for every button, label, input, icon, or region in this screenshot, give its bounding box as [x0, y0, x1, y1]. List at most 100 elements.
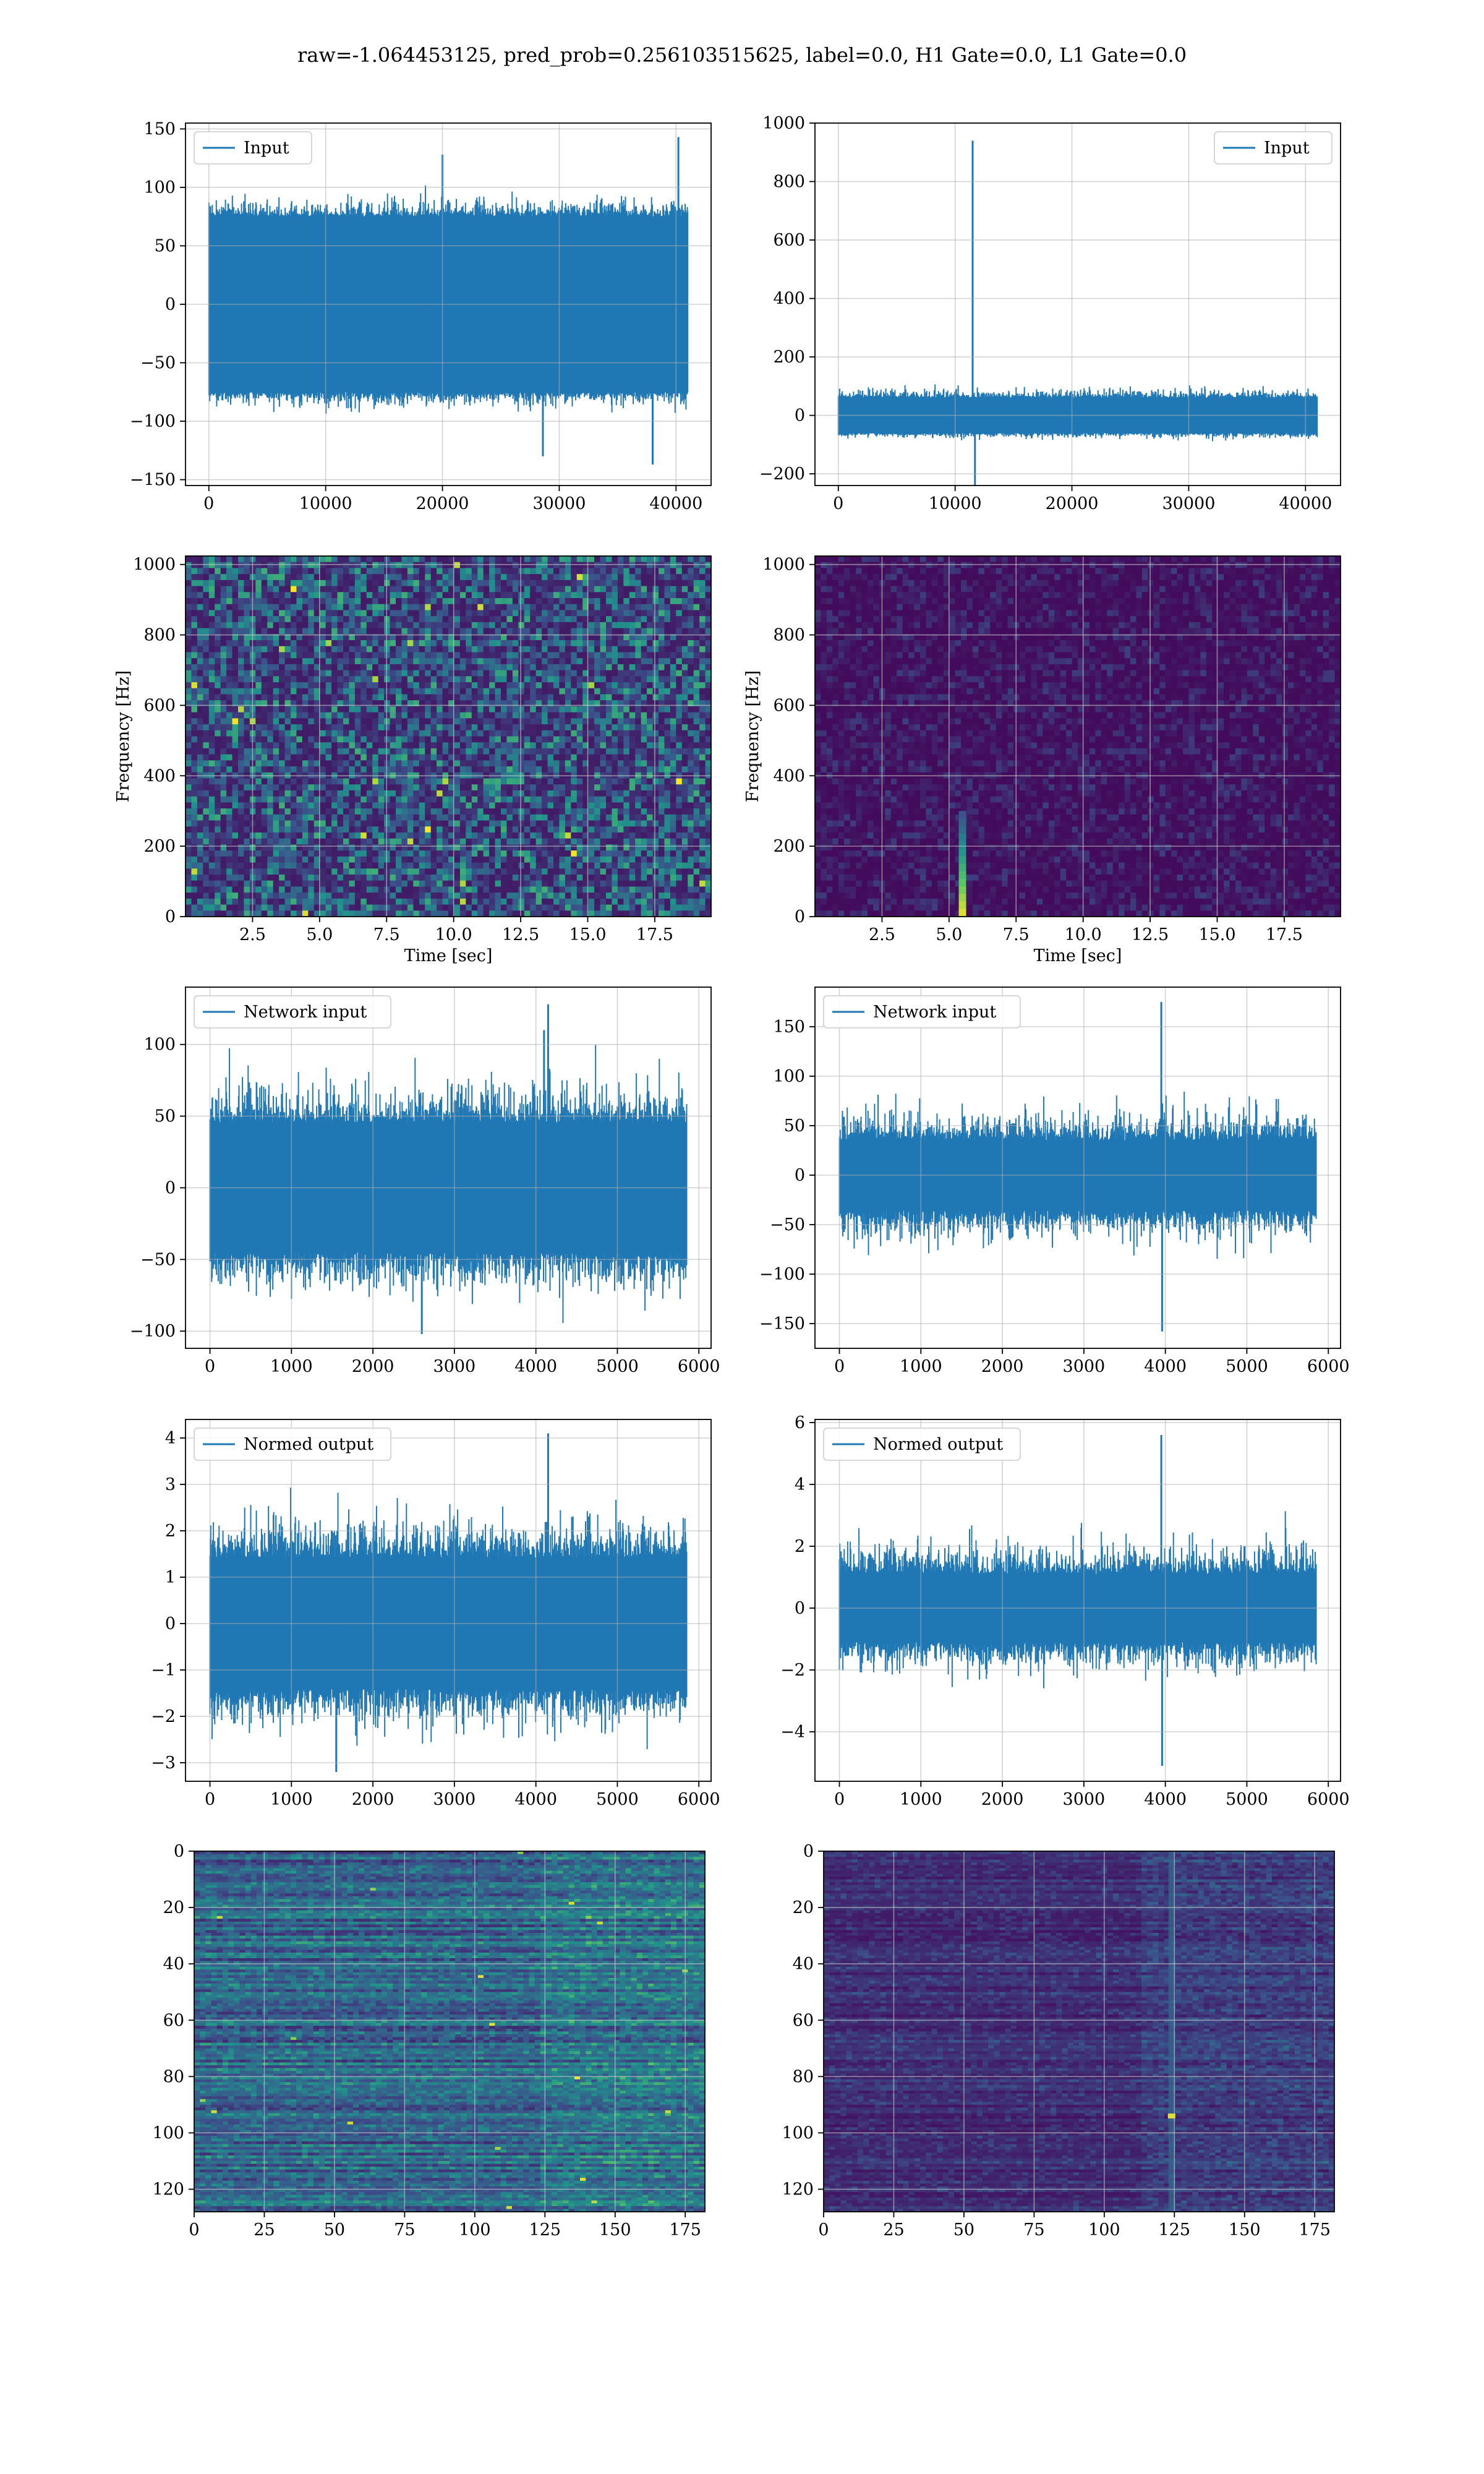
- heatmap-cell: [284, 586, 291, 593]
- heatmap-cell: [390, 562, 396, 569]
- heatmap-cell: [284, 832, 291, 839]
- heatmap-cell: [284, 640, 291, 647]
- heatmap-cell: [197, 718, 203, 725]
- heatmap-cell: [483, 592, 490, 599]
- heatmap-cell: [255, 682, 262, 689]
- heatmap-cell: [238, 556, 245, 563]
- heatmap-cell: [396, 628, 403, 635]
- heatmap-cell: [378, 736, 385, 743]
- heatmap-cell: [343, 676, 350, 683]
- heatmap-cell: [215, 862, 221, 869]
- heatmap-cell: [559, 610, 566, 617]
- heatmap-cell: [547, 742, 554, 749]
- heatmap-cell: [430, 874, 437, 881]
- heatmap-cell: [360, 574, 367, 581]
- heatmap-cell: [606, 682, 613, 689]
- heatmap-cell: [571, 658, 578, 665]
- heatmap-cell: [349, 694, 356, 701]
- heatmap-cell: [647, 826, 654, 833]
- heatmap-cell: [629, 592, 636, 599]
- heatmap-cell: [524, 856, 531, 863]
- heatmap-cell: [676, 754, 683, 761]
- heatmap-cell: [623, 808, 630, 815]
- heatmap-cell: [512, 760, 519, 767]
- heatmap-cell: [419, 688, 425, 695]
- heatmap-cell: [495, 724, 501, 731]
- heatmap-cell: [576, 598, 583, 605]
- heatmap-cell: [437, 742, 443, 749]
- heatmap-cell: [606, 694, 613, 701]
- heatmap-cell: [606, 760, 613, 767]
- heatmap-cell: [267, 604, 274, 611]
- heatmap-cell: [553, 586, 560, 593]
- heatmap-cell: [571, 664, 578, 671]
- heatmap-cell: [547, 718, 554, 725]
- heatmap-cell: [495, 850, 501, 857]
- heatmap-cell: [576, 814, 583, 821]
- heatmap-cell: [535, 604, 542, 611]
- heatmap-cell: [244, 880, 250, 888]
- heatmap-cell: [542, 856, 548, 863]
- heatmap-cell: [220, 574, 227, 581]
- heatmap-cell: [699, 646, 706, 653]
- heatmap-cell: [518, 874, 525, 881]
- heatmap-cell: [413, 796, 420, 803]
- heatmap-cell: [203, 634, 210, 641]
- heatmap-cell: [296, 784, 303, 791]
- heatmap-cell: [413, 694, 420, 701]
- heatmap-cell: [325, 826, 332, 833]
- heatmap-cell: [384, 790, 391, 797]
- heatmap-cell: [291, 682, 297, 689]
- heatmap-cell: [588, 724, 595, 731]
- heatmap-cell: [582, 568, 589, 575]
- heatmap-cell: [471, 802, 478, 809]
- heatmap-cell: [232, 706, 239, 713]
- heatmap-cell: [244, 724, 250, 731]
- heatmap-cell: [191, 754, 198, 761]
- heatmap-cell: [343, 658, 350, 665]
- heatmap-cell: [454, 724, 461, 731]
- heatmap-cell: [688, 832, 694, 839]
- heatmap-cell: [291, 712, 297, 719]
- heatmap-cell: [466, 586, 472, 593]
- heatmap-cell: [325, 760, 332, 767]
- heatmap-cell: [349, 640, 356, 647]
- heatmap-cell: [186, 622, 192, 629]
- heatmap-cell: [244, 610, 250, 617]
- heatmap-cell: [518, 790, 525, 797]
- heatmap-cell: [471, 634, 478, 641]
- heatmap-cell: [337, 640, 344, 647]
- heatmap-cell: [477, 820, 484, 827]
- heatmap-cell: [641, 700, 647, 707]
- heatmap-cell: [699, 814, 706, 821]
- heatmap-cell: [419, 664, 425, 671]
- heatmap-cell: [354, 694, 361, 701]
- heatmap-cell: [244, 856, 250, 863]
- heatmap-cell: [512, 802, 519, 809]
- heatmap-cell: [296, 640, 303, 647]
- heatmap-cell: [635, 718, 642, 725]
- heatmap-cell: [437, 868, 443, 875]
- heatmap-cell: [425, 862, 432, 869]
- heatmap-cell: [390, 730, 396, 737]
- heatmap-cell: [530, 688, 537, 695]
- heatmap-cell: [354, 706, 361, 713]
- heatmap-cell: [670, 742, 676, 749]
- heatmap-cell: [483, 688, 490, 695]
- heatmap-cell: [384, 580, 391, 587]
- heatmap-cell: [600, 610, 607, 617]
- heatmap-cell: [390, 754, 396, 761]
- heatmap-cell: [360, 706, 367, 713]
- heatmap-cell: [688, 682, 694, 689]
- heatmap-cell: [360, 712, 367, 719]
- heatmap-cell: [203, 664, 210, 671]
- heatmap-cell: [571, 598, 578, 605]
- heatmap-cell: [524, 736, 531, 743]
- heatmap-cell: [396, 610, 403, 617]
- heatmap-cell: [477, 604, 484, 611]
- heatmap-cell: [267, 838, 274, 845]
- heatmap-cell: [349, 760, 356, 767]
- heatmap-cell: [553, 664, 560, 671]
- heatmap-cell: [506, 592, 513, 599]
- heatmap-cell: [629, 598, 636, 605]
